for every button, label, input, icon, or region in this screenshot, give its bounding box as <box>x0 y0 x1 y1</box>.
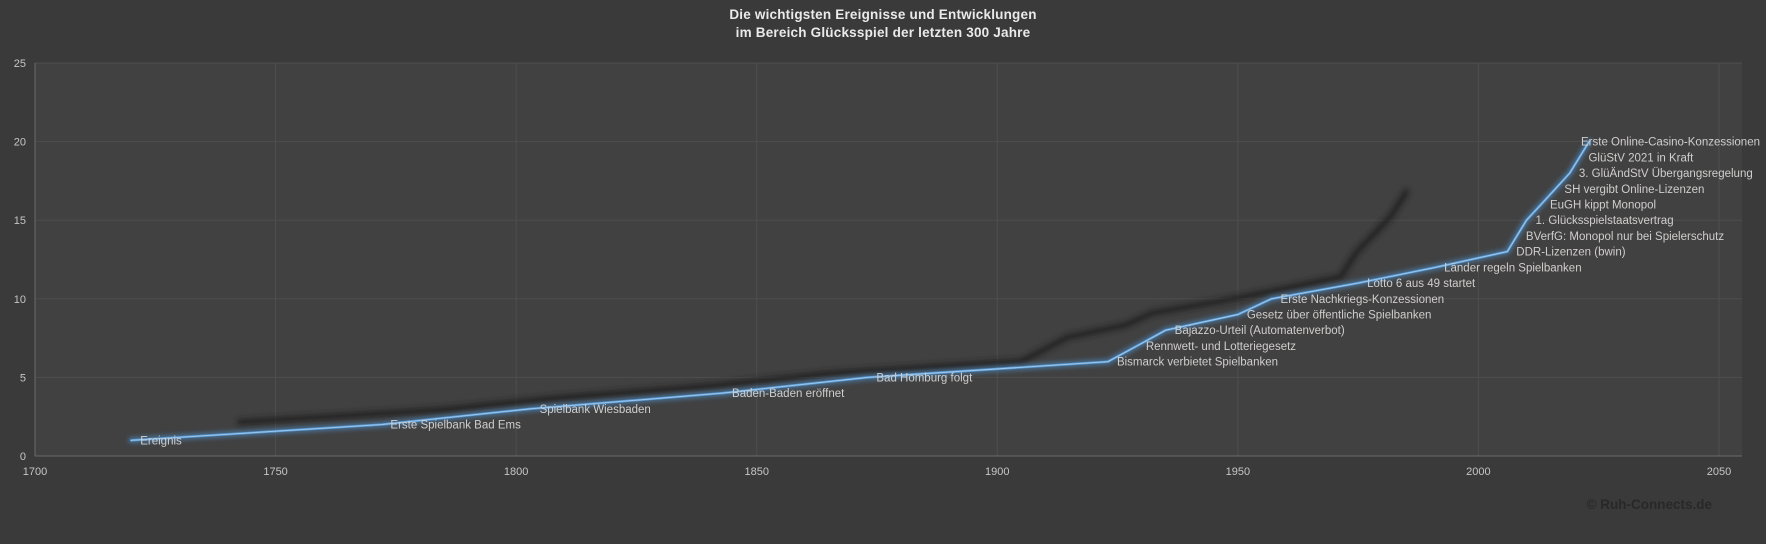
y-axis-tick-label: 0 <box>20 451 26 463</box>
event-label: 1. Glücksspielstaatsvertrag <box>1536 215 1674 227</box>
event-label: Bismarck verbietet Spielbanken <box>1117 357 1278 369</box>
y-axis-tick-label: 25 <box>14 58 26 70</box>
event-label: SH vergibt Online-Lizenzen <box>1564 184 1704 196</box>
y-axis-tick-label: 5 <box>20 372 26 384</box>
y-axis-tick-label: 10 <box>14 294 26 306</box>
event-label: Erste Spielbank Bad Ems <box>390 420 521 432</box>
event-label: Bajazzo-Urteil (Automatenverbot) <box>1175 325 1345 337</box>
y-axis-tick-label: 20 <box>14 137 26 149</box>
event-label: Länder regeln Spielbanken <box>1444 262 1581 274</box>
event-label: Gesetz über öffentliche Spielbanken <box>1247 310 1432 322</box>
event-label: Baden-Baden eröffnet <box>732 388 845 400</box>
series-line-core <box>130 141 1590 441</box>
x-axis-tick-label: 1750 <box>263 466 287 478</box>
x-axis-tick-label: 2050 <box>1707 466 1731 478</box>
event-label: GlüStV 2021 in Kraft <box>1588 152 1694 164</box>
event-label: Bad Homburg folgt <box>876 372 973 384</box>
x-axis-tick-label: 1850 <box>744 466 768 478</box>
event-label: 3. GlüÄndStV Übergangsregelung <box>1579 168 1753 180</box>
event-label: Lotto 6 aus 49 startet <box>1367 278 1476 290</box>
event-label: DDR-Lizenzen (bwin) <box>1516 247 1625 259</box>
event-label: Ereignis <box>140 435 182 447</box>
event-label: Erste Nachkriegs-Konzessionen <box>1281 294 1445 306</box>
chart-title-line1: Die wichtigsten Ereignisse und Entwicklu… <box>729 7 1037 22</box>
x-axis-tick-label: 2000 <box>1466 466 1490 478</box>
event-label: Rennwett- und Lotteriegesetz <box>1146 341 1296 353</box>
event-label: Spielbank Wiesbaden <box>540 404 651 416</box>
copyright: © Ruh-Connects.de <box>1586 497 1712 512</box>
x-axis-tick-label: 1950 <box>1226 466 1250 478</box>
event-label: Erste Online-Casino-Konzessionen <box>1581 137 1760 149</box>
x-axis-tick-label: 1800 <box>504 466 528 478</box>
x-axis-tick-label: 1900 <box>985 466 1009 478</box>
event-label: EuGH kippt Monopol <box>1550 199 1656 211</box>
chart-title-line2: im Bereich Glücksspiel der letzten 300 J… <box>735 25 1031 40</box>
x-axis-tick-label: 1700 <box>23 466 47 478</box>
y-axis-tick-label: 15 <box>14 215 26 227</box>
series-line-shadow <box>236 188 1410 426</box>
event-label: BVerfG: Monopol nur bei Spielerschutz <box>1526 231 1724 243</box>
chart-title: Die wichtigsten Ereignisse und Entwicklu… <box>0 6 1766 42</box>
